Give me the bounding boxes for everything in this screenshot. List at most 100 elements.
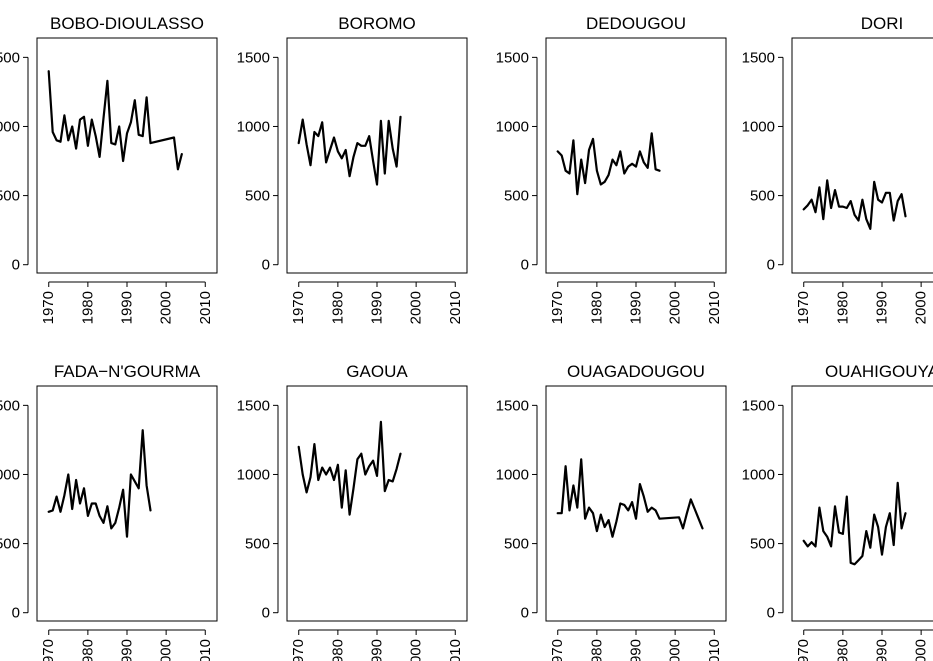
plot-frame <box>545 385 727 622</box>
y-tick-label: 0 <box>767 257 775 274</box>
x-tick-label: 2010 <box>197 291 214 324</box>
series-line-dori <box>802 179 907 230</box>
x-tick-label: 1970 <box>549 291 566 324</box>
panel-title: DORI <box>861 14 904 33</box>
x-tick-label: 1970 <box>795 291 812 324</box>
y-tick-label: 1500 <box>496 49 529 66</box>
x-tick-label: 1980 <box>588 639 605 661</box>
y-tick-label: 500 <box>245 536 270 553</box>
x-tick-label: 1970 <box>795 639 812 661</box>
x-tick-label: 1980 <box>79 639 96 661</box>
panel-title: OUAGADOUGOU <box>567 362 705 381</box>
plot-frame <box>545 37 727 274</box>
series-line-ouagadougou <box>556 458 704 538</box>
series-line-ouahigouya <box>802 481 907 566</box>
series-line-dedougou <box>556 132 661 196</box>
x-tick-label: 2000 <box>408 639 425 661</box>
plot-frame <box>286 385 468 622</box>
y-tick-label: 0 <box>12 605 20 622</box>
panel-title: DEDOUGOU <box>586 14 686 33</box>
x-tick-label: 1970 <box>40 639 57 661</box>
plot-frame <box>36 385 218 622</box>
y-tick-label: 500 <box>504 188 529 205</box>
y-tick-label: 0 <box>767 605 775 622</box>
x-tick-label: 1970 <box>290 291 307 324</box>
panel-dedougou: DEDOUGOU 0 500 1000 1500 1970 1980 1990 2000 2010 <box>496 14 727 324</box>
x-tick-label: 1980 <box>834 291 851 324</box>
x-tick-label: 2000 <box>667 291 684 324</box>
x-tick-label: 1990 <box>369 291 386 324</box>
panel-title: BOROMO <box>338 14 415 33</box>
panel-title: OUAHIGOUYA <box>825 362 933 381</box>
panel-ouahigouya: OUAHIGOUYA050010001500197019801990200020… <box>742 362 933 661</box>
series-line-gaoua <box>297 420 402 516</box>
y-tick-label: 500 <box>750 536 775 553</box>
x-tick-label: 1970 <box>290 639 307 661</box>
y-tick-label: 500 <box>750 188 775 205</box>
series-line-fada-n-gourma <box>47 429 152 538</box>
x-tick-label: 1980 <box>588 291 605 324</box>
y-tick-label: 1000 <box>0 466 20 483</box>
y-tick-label: 500 <box>0 536 20 553</box>
y-tick-label: 1500 <box>742 49 775 66</box>
panel-boromo: BOROMO 0 500 1000 1500 1970 1980 1990 2000 2010 <box>237 14 468 324</box>
y-tick-label: 1500 <box>237 397 270 414</box>
x-tick-label: 2000 <box>913 291 930 324</box>
y-tick-label: 0 <box>262 605 270 622</box>
panel-fada-n-gourma: FADA−N'GOURMA 0 500 1000 1500 1970 1980 1990 200… <box>0 362 218 661</box>
x-tick-label: 1990 <box>628 291 645 324</box>
x-tick-label: 2000 <box>667 639 684 661</box>
y-tick-label: 0 <box>262 257 270 274</box>
plot-frame <box>791 37 933 274</box>
series-line-bobo-dioulasso <box>47 70 183 171</box>
panel-title: FADA−N'GOURMA <box>54 362 201 381</box>
y-tick-label: 1500 <box>742 397 775 414</box>
panel-bobo-dioulasso: BOBO-DIOULASSO 0 500 1000 1500 1970 1980 1990 20… <box>0 14 218 324</box>
x-tick-label: 1990 <box>119 639 136 661</box>
x-tick-label: 1990 <box>628 639 645 661</box>
x-tick-label: 1990 <box>369 639 386 661</box>
series-line-boromo <box>297 115 402 186</box>
x-tick-label: 2000 <box>158 639 175 661</box>
y-tick-label: 0 <box>521 257 529 274</box>
y-tick-label: 1000 <box>0 118 20 135</box>
x-tick-label: 1980 <box>329 639 346 661</box>
x-tick-label: 2000 <box>913 639 930 661</box>
y-tick-label: 0 <box>12 257 20 274</box>
plot-frame <box>286 37 468 274</box>
x-tick-label: 1980 <box>834 639 851 661</box>
y-tick-label: 500 <box>245 188 270 205</box>
panel-ouagadougou: OUAGADOUGOU 0 500 1000 1500 1970 1980 1990 2000 2… <box>496 362 727 661</box>
panel-dori: DORI05001000150019701980199020002010 <box>742 14 933 324</box>
x-tick-label: 1980 <box>79 291 96 324</box>
y-tick-label: 0 <box>521 605 529 622</box>
plot-frame <box>791 385 933 622</box>
y-tick-label: 1000 <box>237 466 270 483</box>
y-tick-label: 1500 <box>237 49 270 66</box>
y-tick-label: 500 <box>0 188 20 205</box>
x-tick-label: 1990 <box>119 291 136 324</box>
y-tick-label: 1000 <box>742 118 775 135</box>
x-tick-label: 2010 <box>447 639 464 661</box>
x-tick-label: 2010 <box>706 291 723 324</box>
panel-title: BOBO-DIOULASSO <box>50 14 204 33</box>
x-tick-label: 2000 <box>408 291 425 324</box>
y-tick-label: 500 <box>504 536 529 553</box>
y-tick-label: 1000 <box>237 118 270 135</box>
y-tick-label: 1000 <box>742 466 775 483</box>
y-tick-label: 1500 <box>0 49 20 66</box>
plot-frame <box>36 37 218 274</box>
y-tick-label: 1000 <box>496 118 529 135</box>
x-tick-label: 1970 <box>549 639 566 661</box>
x-tick-label: 2010 <box>447 291 464 324</box>
x-tick-label: 2000 <box>158 291 175 324</box>
y-tick-label: 1500 <box>0 397 20 414</box>
x-tick-label: 2010 <box>706 639 723 661</box>
x-tick-label: 1970 <box>40 291 57 324</box>
x-tick-label: 1990 <box>874 291 891 324</box>
x-tick-label: 2010 <box>197 639 214 661</box>
x-tick-label: 1980 <box>329 291 346 324</box>
panel-title: GAOUA <box>346 362 408 381</box>
panel-gaoua: GAOUA 0 500 1000 1500 1970 1980 1990 2000 2010 <box>237 362 468 661</box>
